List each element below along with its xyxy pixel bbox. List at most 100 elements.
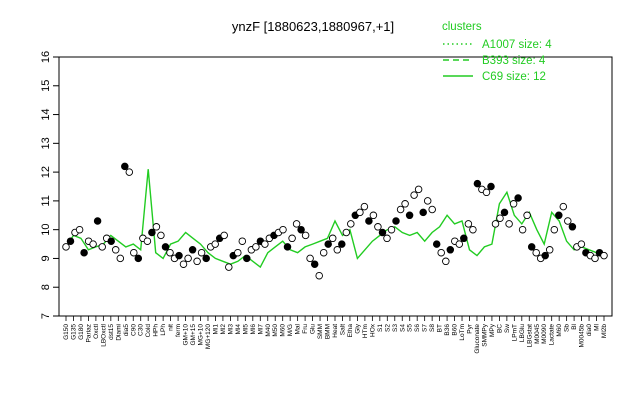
x-tick-label: B60 bbox=[452, 324, 459, 336]
data-point bbox=[564, 217, 572, 225]
x-tick-label: S2 bbox=[384, 324, 391, 332]
data-point bbox=[125, 168, 134, 176]
data-point bbox=[338, 240, 346, 248]
data-point bbox=[428, 205, 436, 214]
data-point bbox=[378, 228, 387, 237]
x-tick-label: M/G bbox=[287, 324, 294, 336]
data-point bbox=[234, 248, 242, 257]
x-tick-label: Ml2b bbox=[601, 324, 608, 338]
x-tick-label: Gly bbox=[354, 323, 361, 334]
data-point bbox=[306, 254, 314, 263]
data-point bbox=[111, 246, 120, 254]
chart-axes: 7 8 9 10 11 12 13 14 15 16 G150 G135 G180 Pariaz Oxctl… bbox=[40, 51, 613, 354]
y-tick-label: 11 bbox=[40, 195, 52, 206]
x-tick-label: dia0 bbox=[586, 324, 593, 337]
data-point bbox=[292, 220, 301, 228]
data-point bbox=[414, 185, 423, 194]
x-tick-label: C90 bbox=[130, 324, 137, 336]
x-tick-label: Pyr bbox=[467, 323, 474, 334]
x-tick-label: Heat bbox=[332, 324, 339, 338]
data-point bbox=[66, 237, 75, 245]
x-tick-label: LBOxctl bbox=[100, 323, 107, 346]
data-point bbox=[148, 228, 156, 237]
data-point bbox=[319, 248, 328, 257]
x-tick-label: dia5 bbox=[123, 324, 130, 337]
plot-frame bbox=[58, 56, 613, 317]
x-tick-label: Etha bbox=[347, 324, 354, 338]
data-point bbox=[392, 217, 400, 225]
data-point bbox=[328, 234, 337, 243]
data-point bbox=[301, 231, 310, 240]
x-tick-label: S6 bbox=[414, 324, 421, 332]
data-point bbox=[419, 208, 427, 217]
data-point bbox=[279, 225, 287, 234]
data-point bbox=[356, 208, 364, 217]
data-point bbox=[157, 231, 165, 240]
data-point bbox=[347, 220, 355, 228]
legend-label: B393 size: 4 bbox=[482, 55, 546, 67]
x-tick-label: MG+10 bbox=[198, 324, 205, 346]
x-tick-label: S8 bbox=[429, 324, 436, 332]
data-point bbox=[532, 248, 540, 257]
data-point bbox=[455, 240, 464, 248]
chart-title: ynzF [1880623,1880967,+1] bbox=[232, 19, 394, 34]
x-tick-label: M40 bbox=[265, 324, 272, 337]
data-point bbox=[496, 214, 504, 222]
data-point bbox=[555, 211, 563, 220]
data-point bbox=[432, 240, 441, 248]
x-tick-label: S5 bbox=[407, 324, 414, 332]
data-point bbox=[283, 243, 292, 251]
data-point bbox=[62, 243, 70, 251]
data-point bbox=[365, 217, 373, 225]
data-point bbox=[220, 231, 228, 240]
series-line-c69 bbox=[65, 169, 604, 269]
data-point bbox=[487, 182, 495, 191]
x-tick-label: Ml6 bbox=[250, 324, 257, 335]
x-tick-label: BC bbox=[496, 324, 503, 333]
x-tick-label: Lactate bbox=[549, 324, 556, 346]
data-point bbox=[527, 243, 536, 251]
y-tick-label: 9 bbox=[40, 255, 52, 261]
x-tick-label: M60 bbox=[280, 324, 287, 337]
data-point bbox=[333, 246, 342, 254]
data-point bbox=[93, 217, 102, 225]
data-point bbox=[423, 197, 432, 205]
x-tick-label: Salt bbox=[339, 324, 346, 335]
x-tick-label: SMM bbox=[317, 324, 324, 339]
x-tick-label: Ml bbox=[594, 323, 601, 330]
data-point bbox=[80, 248, 88, 257]
data-point bbox=[252, 243, 260, 251]
x-tick-label: Gluconate bbox=[474, 324, 481, 354]
data-point bbox=[591, 254, 599, 263]
data-point bbox=[559, 202, 568, 211]
data-point bbox=[166, 248, 174, 257]
data-point bbox=[297, 225, 305, 234]
x-tick-label: LPmT bbox=[511, 324, 518, 341]
y-tick-label: 16 bbox=[40, 51, 52, 63]
x-tick-label: Fru bbox=[302, 324, 309, 334]
data-point bbox=[469, 225, 477, 234]
data-point bbox=[505, 220, 513, 228]
y-tick-label: 13 bbox=[40, 137, 52, 149]
x-tick-label: BT bbox=[437, 324, 444, 332]
data-point bbox=[107, 237, 115, 245]
x-tick-label: MG+120 bbox=[205, 324, 212, 349]
data-point bbox=[130, 248, 138, 257]
data-point bbox=[324, 240, 332, 248]
data-point bbox=[491, 220, 500, 228]
x-tick-label: Diami bbox=[115, 324, 122, 341]
data-point bbox=[509, 200, 518, 208]
y-tick-label: 10 bbox=[40, 224, 52, 236]
legend: clusters A1007 size: 4 B393 size: 4 C69 si… bbox=[442, 21, 552, 83]
y-tick-label: 12 bbox=[40, 166, 52, 178]
x-tick-label: MPy bbox=[489, 323, 496, 337]
x-tick-label: GM+15 bbox=[190, 324, 197, 346]
data-point bbox=[473, 179, 482, 188]
data-point bbox=[121, 162, 129, 171]
data-point bbox=[193, 257, 201, 266]
data-point bbox=[405, 211, 414, 220]
y-tick-label: 7 bbox=[40, 313, 52, 319]
x-tick-label: Ml2 bbox=[220, 324, 227, 335]
data-point bbox=[387, 225, 396, 234]
x-tick-label: G135 bbox=[70, 324, 77, 340]
